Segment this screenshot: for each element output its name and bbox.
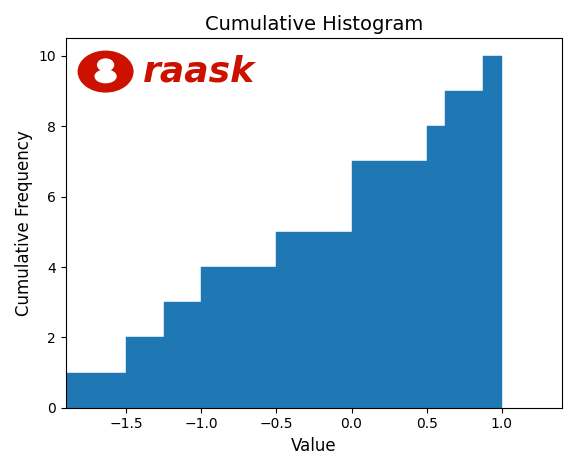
Title: Cumulative Histogram: Cumulative Histogram <box>205 15 423 34</box>
Circle shape <box>98 59 114 71</box>
X-axis label: Value: Value <box>291 437 337 455</box>
Bar <box>445 91 483 407</box>
Bar <box>164 302 201 407</box>
Bar <box>483 56 502 407</box>
Bar <box>427 126 445 407</box>
Bar <box>276 232 351 407</box>
Bar <box>351 162 427 407</box>
Bar <box>126 337 164 407</box>
Y-axis label: Cumulative Frequency: Cumulative Frequency <box>15 130 33 316</box>
Ellipse shape <box>95 70 116 83</box>
Bar <box>51 373 126 407</box>
Text: raask: raask <box>143 55 255 88</box>
Circle shape <box>78 51 133 92</box>
Bar <box>201 267 276 407</box>
